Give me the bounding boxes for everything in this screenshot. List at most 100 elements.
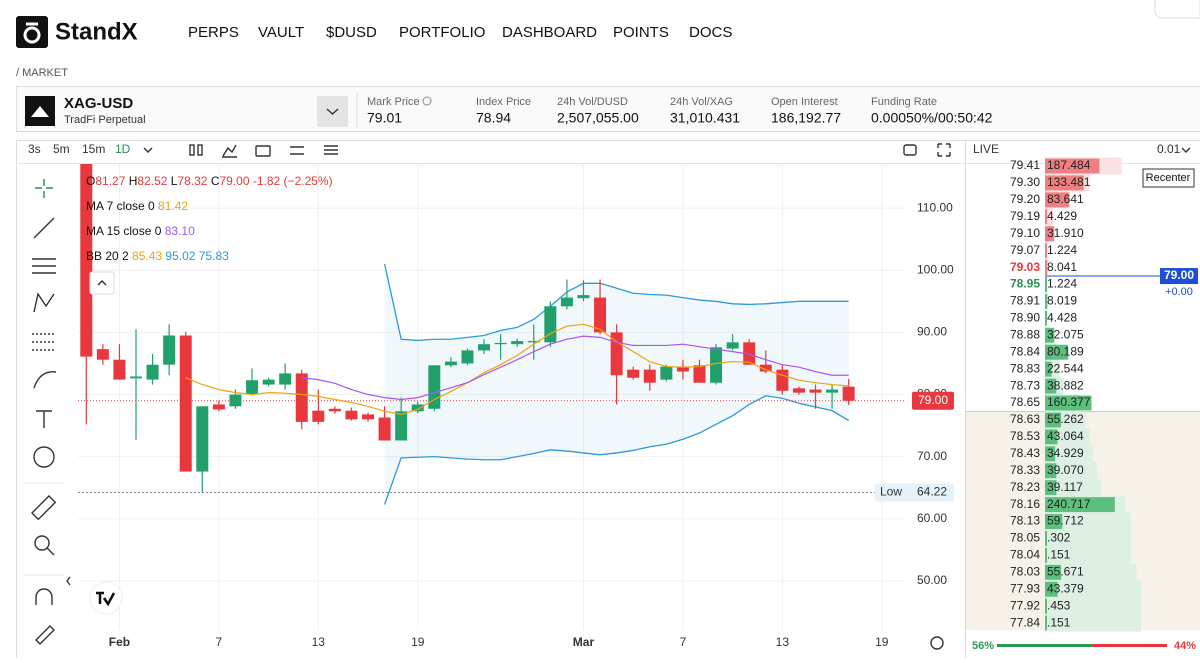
lock-tool[interactable]	[36, 626, 54, 644]
price: 77.93	[1010, 581, 1040, 595]
line-tool[interactable]	[34, 218, 54, 238]
x-tick-label: 7	[680, 635, 687, 649]
nav-link[interactable]: PORTFOLIO	[399, 24, 485, 41]
size: 160.377	[1047, 395, 1091, 409]
db-icon[interactable]	[904, 145, 916, 155]
ohlc-key: O	[86, 174, 95, 188]
candle-body	[511, 341, 523, 344]
recenter-label: Recenter	[1146, 172, 1191, 184]
price: 78.63	[1010, 412, 1040, 426]
price: 78.90	[1010, 311, 1040, 325]
nav-link[interactable]: POINTS	[613, 24, 669, 41]
candle-body	[710, 347, 722, 382]
size: 59.712	[1047, 514, 1084, 528]
fib-tool[interactable]	[32, 259, 56, 273]
price: 78.43	[1010, 446, 1040, 460]
ruler-tool[interactable]	[32, 496, 55, 519]
candle-body	[826, 390, 838, 393]
x-tick-label: 19	[875, 635, 889, 649]
interval[interactable]: 3s	[28, 142, 41, 156]
candle-body	[147, 365, 159, 380]
x-tick-label: 19	[411, 635, 425, 649]
change: -1.82 (−2.25%)	[253, 174, 333, 188]
size: 8.019	[1047, 294, 1077, 308]
indicator-icon[interactable]	[222, 145, 237, 157]
collapse-tools[interactable]	[67, 577, 70, 585]
price: 78.65	[1010, 395, 1040, 409]
candle-body	[445, 362, 457, 366]
nav-link[interactable]: $DUSD	[326, 24, 377, 41]
pattern-tool[interactable]	[34, 294, 54, 312]
interval[interactable]: 15m	[82, 142, 105, 156]
chart-settings[interactable]	[931, 637, 943, 649]
nav-link[interactable]: DASHBOARD	[502, 24, 597, 41]
candle-icon[interactable]	[190, 145, 194, 155]
candle-body	[246, 380, 258, 394]
price: 78.04	[1010, 548, 1040, 562]
projection-tool[interactable]	[32, 334, 56, 350]
candle-body	[329, 409, 341, 411]
tick-size[interactable]: 0.01	[1157, 142, 1181, 156]
y-tick-label: 90.00	[917, 325, 947, 339]
candle-body	[229, 395, 241, 407]
candle-icon[interactable]	[198, 145, 202, 155]
size: 55.262	[1047, 412, 1084, 426]
stat-label: 24h Vol/XAG	[670, 96, 733, 108]
candle-body	[163, 335, 175, 364]
text-tool[interactable]	[36, 411, 52, 428]
stat-value: 2,507,055.00	[557, 110, 639, 126]
price: 79.03	[1010, 260, 1040, 274]
legend-toggle[interactable]	[90, 272, 114, 294]
size: 4.428	[1047, 311, 1077, 325]
price: 78.91	[1010, 294, 1040, 308]
candle-body	[577, 295, 589, 298]
interval-active[interactable]: 1D	[115, 142, 131, 156]
nav-link[interactable]: VAULT	[258, 24, 304, 41]
symbol-subtitle: TradFi Perpetual	[64, 114, 146, 126]
candle-body	[213, 404, 225, 409]
nav-link[interactable]: DOCS	[689, 24, 732, 41]
toolbar-icons	[190, 144, 950, 157]
candle-body	[263, 380, 275, 385]
price: 78.53	[1010, 429, 1040, 443]
size: 32.075	[1047, 327, 1084, 341]
candle-body	[196, 406, 208, 471]
market-dropdown[interactable]	[317, 96, 348, 127]
magnet-tool[interactable]	[36, 589, 52, 605]
emoji-tool[interactable]	[34, 447, 54, 467]
candle-body	[180, 335, 192, 471]
list-icon[interactable]	[324, 146, 338, 154]
size: 240.717	[1047, 497, 1091, 511]
stat-value: 0.00050%/00:50:42	[871, 110, 993, 126]
indicator-name: MA 15 close 0	[86, 224, 162, 238]
indicator-name: BB 20 2	[86, 249, 129, 263]
size: 4.429	[1047, 209, 1077, 223]
candle-body	[461, 350, 473, 363]
size: 22.544	[1047, 361, 1084, 375]
zoom-tool[interactable]	[35, 536, 49, 550]
zoom-tool[interactable]	[47, 548, 54, 555]
crosshair-tool[interactable]	[35, 179, 53, 198]
ohlc-value: 78.32	[177, 174, 207, 188]
candle-body	[379, 418, 391, 441]
fullscreen-icon[interactable]	[938, 144, 950, 156]
sell-pct: 44%	[1174, 640, 1196, 652]
nav-link[interactable]: PERPS	[188, 24, 239, 41]
size: 31.910	[1047, 226, 1084, 240]
x-tick-label: 7	[216, 635, 223, 649]
brush-tool[interactable]	[34, 372, 56, 388]
size: 43.379	[1047, 581, 1084, 595]
x-tick-label: Mar	[573, 635, 595, 649]
last-price-label: 79.00	[918, 393, 948, 407]
price: 77.84	[1010, 615, 1040, 629]
price-chart: 50.0060.0070.0080.0090.00100.00110.00Feb…	[78, 152, 954, 649]
settings-icon[interactable]	[290, 147, 304, 154]
ohlc-value: 82.52	[137, 174, 167, 188]
interval[interactable]: 5m	[53, 142, 70, 156]
tick-menu[interactable]	[1182, 148, 1190, 152]
price: 78.84	[1010, 344, 1040, 358]
interval-menu[interactable]	[144, 148, 152, 152]
screenshot-icon[interactable]	[256, 146, 270, 156]
